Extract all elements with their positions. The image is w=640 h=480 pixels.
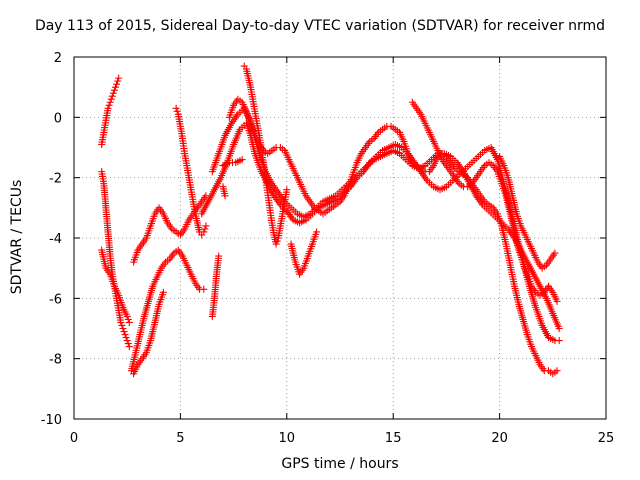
data-point bbox=[283, 186, 291, 194]
data-point bbox=[200, 285, 208, 293]
data-point bbox=[555, 325, 563, 332]
y-axis-label: SDTVAR / TECUs bbox=[9, 179, 25, 295]
data-point bbox=[119, 325, 127, 332]
data-point bbox=[104, 104, 112, 112]
x-tick-labels: 0 5 10 15 20 25 bbox=[70, 431, 614, 446]
data-point bbox=[109, 89, 117, 97]
data-point bbox=[221, 192, 229, 200]
data-point bbox=[107, 95, 115, 103]
data-point bbox=[553, 367, 561, 375]
x-tick-label: 20 bbox=[491, 431, 508, 446]
data-point bbox=[122, 334, 130, 342]
y-tick-label: -10 bbox=[41, 413, 62, 428]
x-tick-label: 0 bbox=[70, 431, 78, 446]
x-axis-label: GPS time / hours bbox=[281, 456, 399, 472]
data-point bbox=[159, 288, 167, 296]
data-point bbox=[200, 228, 208, 236]
y-tick-label: -8 bbox=[49, 353, 62, 368]
data-point bbox=[108, 92, 116, 100]
data-point bbox=[123, 337, 131, 345]
x-tick-label: 15 bbox=[385, 431, 402, 446]
data-point bbox=[105, 101, 113, 109]
data-point bbox=[120, 328, 128, 336]
y-tick-label: 2 bbox=[54, 51, 62, 66]
data-point bbox=[124, 315, 132, 323]
data-point bbox=[272, 240, 280, 248]
data-point bbox=[555, 337, 563, 345]
chart-title: Day 113 of 2015, Sidereal Day-to-day VTE… bbox=[34, 18, 606, 34]
data-point bbox=[115, 74, 123, 82]
data-point bbox=[215, 252, 223, 260]
x-tick-label: 5 bbox=[176, 431, 184, 446]
data-point bbox=[113, 80, 121, 88]
data-point bbox=[117, 318, 125, 326]
x-tick-label: 25 bbox=[598, 431, 615, 446]
data-point bbox=[110, 86, 118, 94]
data-point bbox=[313, 228, 321, 236]
data-point bbox=[172, 104, 180, 112]
data-point bbox=[202, 222, 210, 230]
y-tick-label: -6 bbox=[49, 292, 62, 307]
data-point bbox=[124, 340, 132, 348]
data-point bbox=[125, 318, 133, 326]
grid-lines bbox=[74, 57, 606, 419]
data-point bbox=[111, 83, 119, 91]
data-point bbox=[173, 107, 181, 115]
y-tick-label: -2 bbox=[49, 172, 62, 187]
data-point bbox=[118, 321, 126, 329]
y-tick-label: -4 bbox=[49, 232, 62, 247]
data-point bbox=[106, 98, 114, 106]
data-point bbox=[114, 77, 122, 85]
data-point bbox=[125, 343, 133, 351]
y-tick-labels: -10 -8 -6 -4 -2 0 2 bbox=[41, 51, 62, 428]
axis-frame bbox=[73, 56, 607, 420]
data-point bbox=[551, 249, 559, 257]
data-point bbox=[273, 237, 281, 245]
data-point bbox=[238, 156, 246, 164]
data-point bbox=[201, 225, 209, 233]
data-points bbox=[98, 62, 563, 378]
data-point bbox=[553, 297, 561, 305]
data-point bbox=[123, 312, 131, 320]
x-tick-label: 10 bbox=[279, 431, 296, 446]
data-point bbox=[121, 331, 129, 339]
y-tick-label: 0 bbox=[54, 111, 62, 126]
